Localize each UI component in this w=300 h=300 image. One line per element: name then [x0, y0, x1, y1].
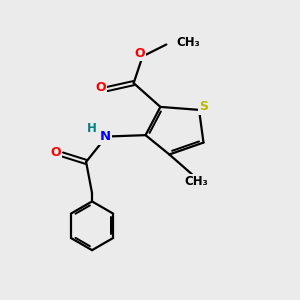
- Text: S: S: [199, 100, 208, 113]
- Text: O: O: [95, 81, 106, 94]
- Text: CH₃: CH₃: [177, 37, 200, 50]
- Text: N: N: [100, 130, 111, 143]
- Text: CH₃: CH₃: [184, 175, 208, 188]
- Text: O: O: [134, 47, 145, 60]
- Text: O: O: [50, 146, 61, 159]
- Text: H: H: [86, 122, 96, 135]
